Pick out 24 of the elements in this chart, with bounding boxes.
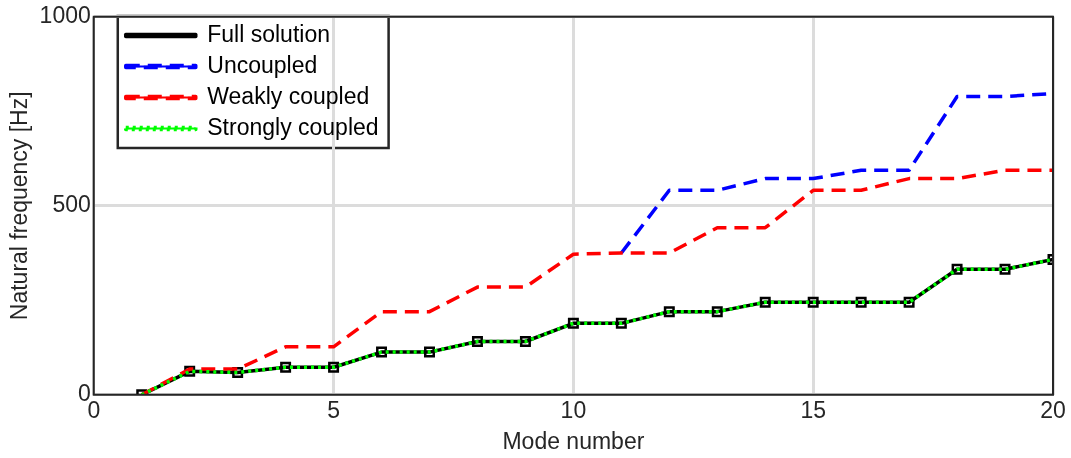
y-axis-title: Natural frequency [Hz]	[6, 91, 33, 321]
point	[376, 346, 388, 358]
y-tick-label: 500	[52, 191, 91, 218]
x-tick-label: 5	[327, 396, 340, 423]
x-tick-label: 10	[560, 396, 587, 423]
point	[663, 306, 675, 318]
y-tick-label: 1000	[39, 2, 91, 29]
point	[567, 317, 579, 329]
point	[280, 361, 292, 373]
x-tick-label: 15	[800, 396, 826, 423]
x-axis-title: Mode number	[502, 427, 645, 454]
legend-label: Uncoupled	[207, 51, 318, 78]
point	[999, 263, 1011, 275]
point	[519, 336, 531, 347]
point	[711, 306, 723, 318]
legend-label: Weakly coupled	[207, 82, 370, 109]
point	[759, 296, 771, 308]
legend-label: Full solution	[207, 20, 330, 47]
point	[424, 346, 435, 358]
point	[615, 317, 627, 329]
point	[471, 336, 483, 347]
x-tick-label: 20	[1040, 396, 1066, 423]
legend-label: Strongly coupled	[207, 113, 379, 140]
point	[328, 361, 340, 373]
